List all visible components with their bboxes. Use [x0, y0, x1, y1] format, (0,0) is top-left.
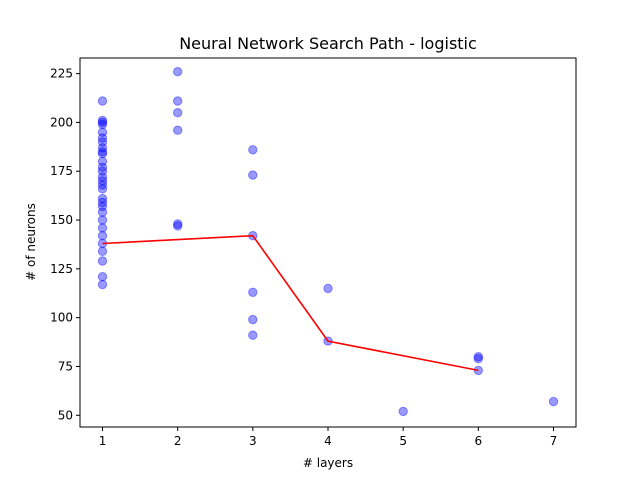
x-tick-label: 3 [249, 434, 257, 448]
y-axis-label: # of neurons [24, 203, 38, 281]
scatter-point [173, 221, 183, 231]
scatter-layer [97, 67, 559, 417]
scatter-point [97, 115, 108, 126]
x-tick-label: 4 [324, 434, 332, 448]
line-layer [102, 234, 479, 372]
scatter-point [248, 170, 258, 180]
scatter-point [97, 149, 108, 159]
scatter-point [97, 223, 108, 233]
scatter-point [97, 119, 108, 130]
scatter-point [248, 145, 258, 155]
scatter-point [173, 96, 183, 106]
scatter-point [248, 287, 258, 297]
y-tick-label: 125 [50, 262, 73, 276]
scatter-point [97, 184, 108, 194]
scatter-point [97, 279, 108, 290]
y-tick-label: 100 [50, 311, 73, 325]
scatter-point [173, 67, 183, 77]
plot-frame [79, 57, 577, 428]
scatter-point [97, 137, 108, 147]
x-tick-label: 5 [399, 434, 407, 448]
scatter-point [97, 272, 108, 282]
scatter-point [323, 283, 333, 294]
x-axis-label: # layers [303, 456, 353, 470]
scatter-point [97, 180, 108, 190]
scatter-point [97, 207, 108, 217]
scatter-point [173, 219, 183, 229]
scatter-point [173, 125, 183, 135]
scatter-point [97, 166, 108, 176]
scatter-point [97, 147, 108, 157]
scatter-point [97, 172, 108, 182]
scatter-point [97, 156, 108, 167]
y-tick-label: 150 [50, 213, 73, 227]
scatter-point [97, 197, 108, 208]
y-tick-label: 200 [50, 115, 73, 129]
scatter-point [97, 176, 108, 186]
scatter-point [97, 246, 108, 257]
x-tick-label: 6 [474, 434, 482, 448]
scatter-point [473, 352, 483, 362]
scatter-point [97, 127, 108, 137]
y-tick-label: 175 [50, 164, 73, 178]
scatter-point [97, 162, 108, 173]
scatter-point [248, 314, 258, 325]
scatter-point [97, 143, 108, 153]
scatter-point [97, 96, 108, 106]
scatter-point [548, 396, 559, 407]
x-tick-label: 2 [174, 434, 182, 448]
y-axis: 50 75 100 125 150 175 200 225 [50, 67, 80, 422]
y-tick-label: 225 [50, 67, 73, 81]
scatter-point [473, 354, 483, 364]
y-tick-label: 50 [58, 408, 73, 422]
x-tick-label: 7 [550, 434, 558, 448]
scatter-point [97, 256, 108, 266]
y-tick-label: 75 [58, 359, 73, 373]
scatter-point [97, 215, 108, 225]
chart-title: Neural Network Search Path - logistic [179, 34, 477, 53]
scatter-point [97, 117, 108, 128]
x-tick-label: 1 [99, 434, 107, 448]
scatter-point [248, 330, 258, 340]
scatter-point [97, 193, 108, 204]
search-path-line [102, 234, 479, 372]
scatter-point [97, 133, 108, 143]
scatter-point [173, 108, 183, 118]
scatter-point [97, 231, 108, 241]
scatter-point [97, 201, 108, 212]
scatter-point [398, 406, 408, 417]
x-axis: 1 2 3 4 5 6 7 [99, 427, 558, 448]
